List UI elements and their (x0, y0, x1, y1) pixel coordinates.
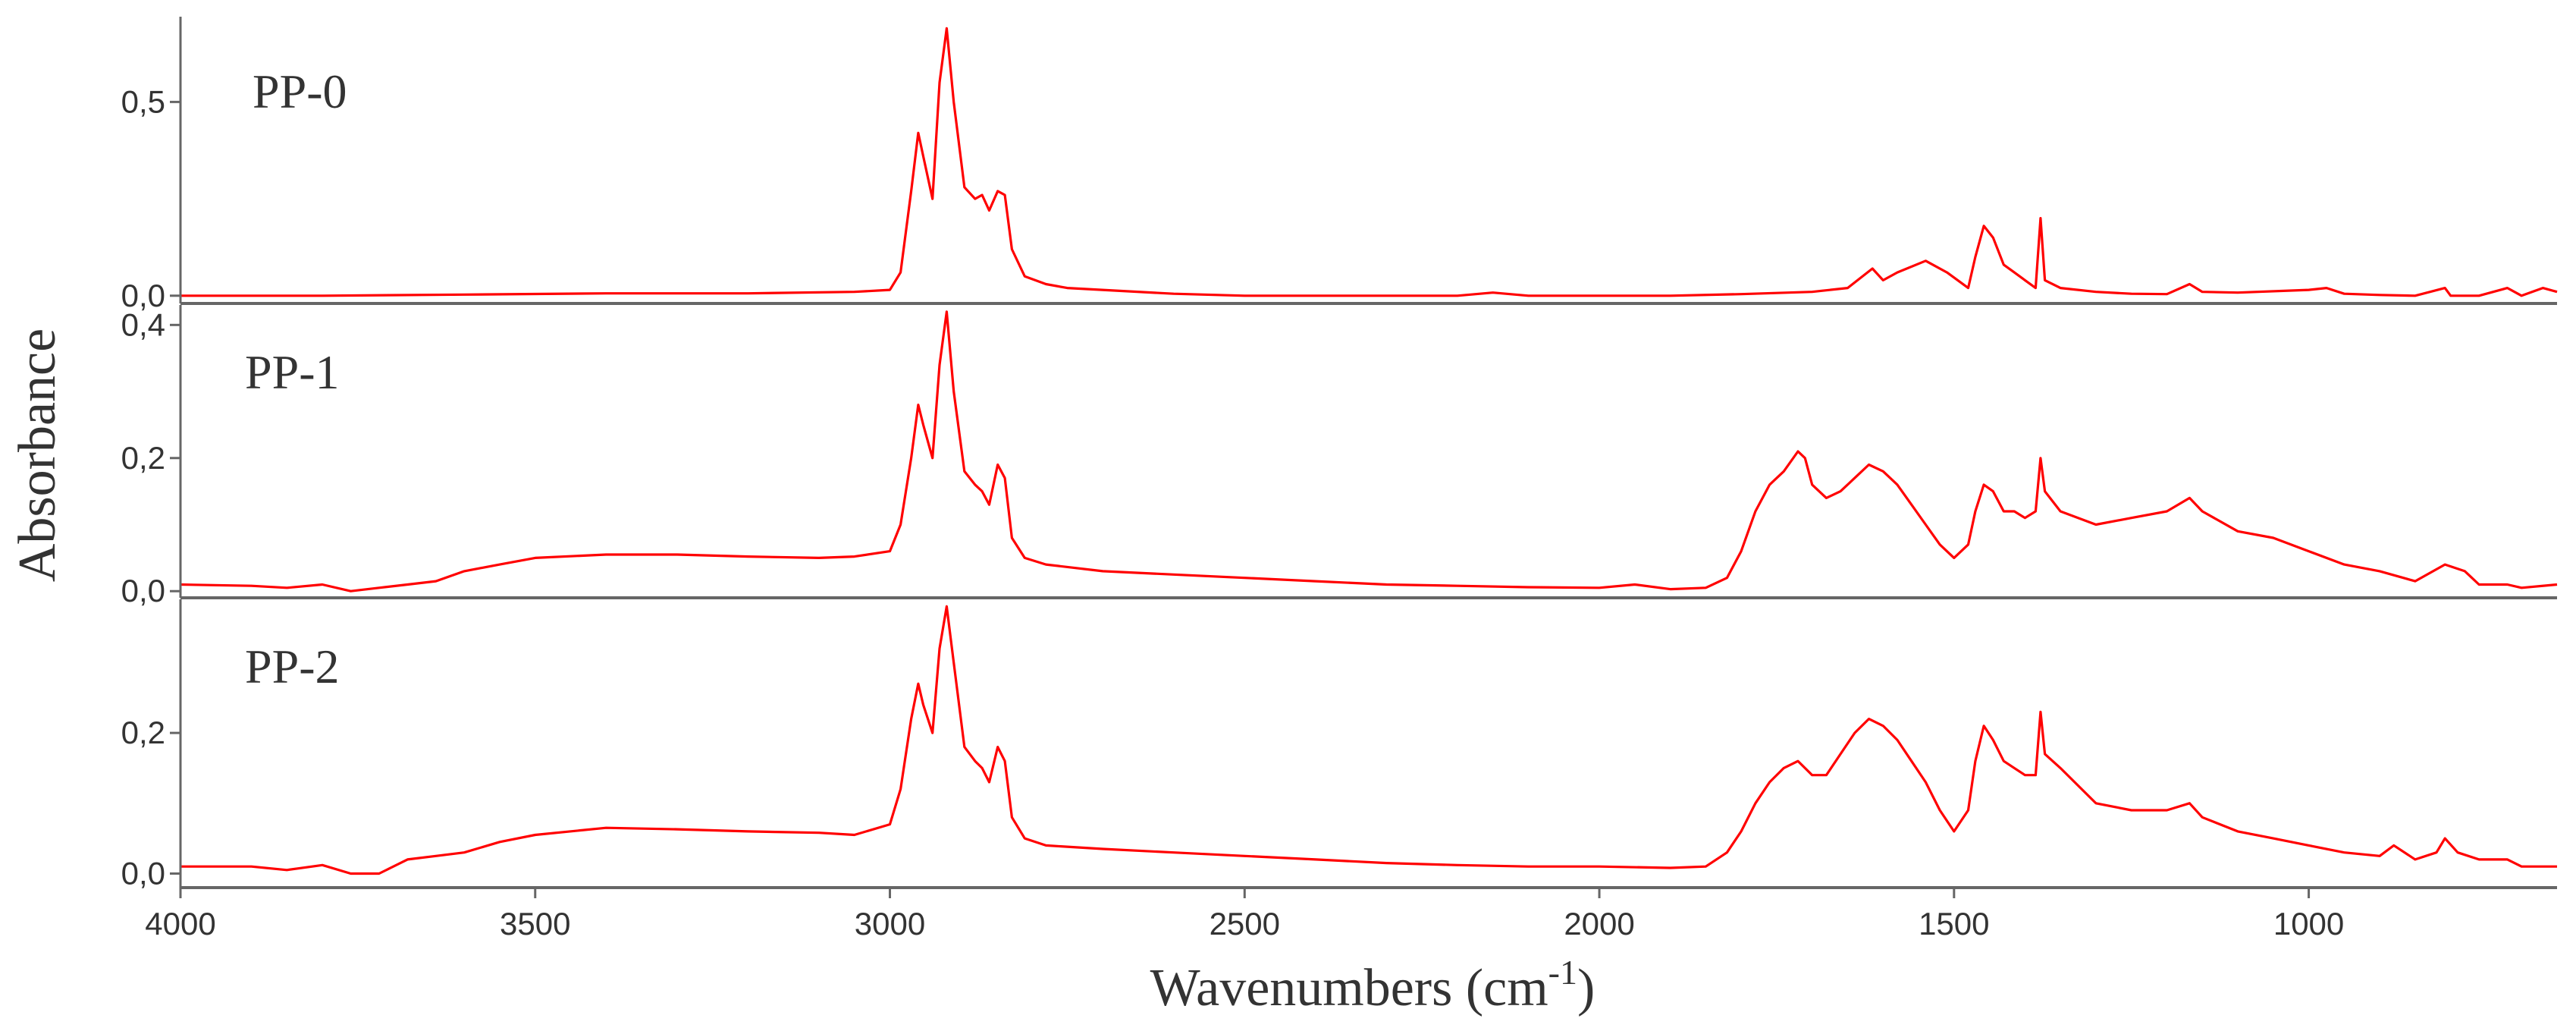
x-tick-label: 2500 (1210, 906, 1280, 941)
y-axis-title: Absorbance (8, 328, 67, 582)
x-tick-label: 2000 (1564, 906, 1634, 941)
spectrum-line (180, 27, 2558, 297)
panel-pp-2: 0,0 0,2 PP-2 (121, 599, 2557, 891)
x-tick-label: 3000 (855, 906, 925, 941)
x-axis-title: Wavenumbers (cm-1) (1150, 953, 1595, 1017)
y-tick-label: 0,2 (121, 440, 165, 476)
y-tick-label: 0,0 (121, 855, 165, 891)
x-tick-label: 1000 (2273, 906, 2344, 941)
panel-label: PP-0 (253, 64, 347, 118)
spectrum-line (180, 310, 2558, 593)
panel-label: PP-2 (245, 640, 340, 693)
x-tick-label: 1500 (1919, 906, 1989, 941)
panel-pp-1: 0,0 0,2 0,4 PP-1 (121, 305, 2558, 608)
x-tick-label: 4000 (145, 906, 215, 941)
panel-label: PP-1 (245, 345, 340, 399)
x-tick-label: 3500 (500, 906, 570, 941)
y-tick-label: 0,0 (121, 573, 165, 608)
y-tick-label: 0,4 (121, 306, 165, 342)
y-tick-label: 0,5 (121, 83, 165, 119)
spectrum-line (180, 605, 2557, 875)
y-tick-label: 0,0 (121, 278, 165, 313)
panel-pp-0: 0,0 0,5 PP-0 (121, 17, 2558, 313)
y-tick-label: 0,2 (121, 715, 165, 750)
